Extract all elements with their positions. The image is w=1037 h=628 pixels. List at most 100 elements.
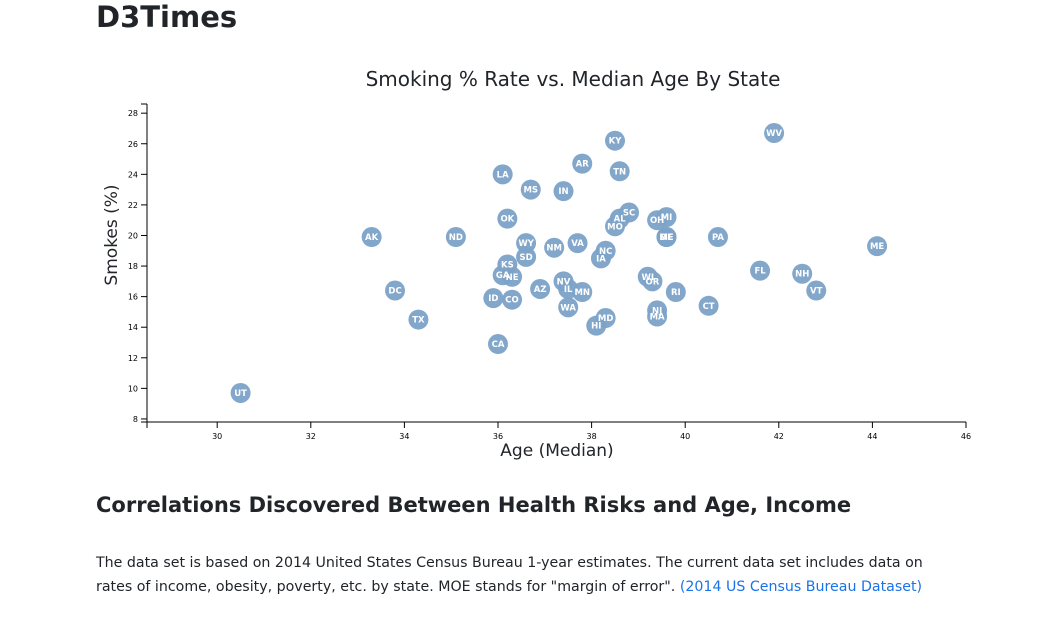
state-label: MI [661,213,673,223]
y-tick-label: 24 [128,170,138,179]
state-label: IL [564,285,573,295]
state-marker [647,306,668,327]
state-marker [806,280,827,301]
state-label: CA [492,340,505,350]
state-marker [530,278,551,299]
state-label: KY [609,137,623,147]
state-marker [361,227,382,248]
state-label: VA [571,239,584,249]
state-marker [605,130,625,151]
state-label: ID [488,294,498,304]
x-tick-label: 36 [493,432,503,441]
state-marker [572,282,593,303]
state-label: WI [641,273,654,283]
y-tick-label: 8 [133,415,138,424]
state-marker [520,179,541,200]
state-label: DC [388,287,401,297]
site-title: D3Times [96,0,238,34]
state-label: NC [599,247,612,257]
state-label: ME [659,233,673,243]
state-label: KS [501,261,514,271]
state-label: SD [519,253,532,263]
x-tick-label: 40 [680,432,690,441]
state-label: FL [754,267,766,277]
state-label: TX [412,316,425,326]
y-tick-label: 26 [128,140,138,149]
state-label: NE [506,273,519,283]
y-tick-label: 22 [128,201,138,210]
state-marker [516,233,537,254]
state-marker [558,297,579,318]
state-marker [656,207,677,228]
state-label: TN [613,167,626,177]
state-label: NM [546,244,562,254]
state-marker [488,334,508,355]
state-marker [502,266,523,287]
state-marker [764,123,785,144]
state-marker [642,271,663,292]
state-marker [445,227,466,248]
state-marker [656,227,677,248]
description-text: The data set is based on 2014 United Sta… [96,555,923,595]
state-label: UT [234,389,247,399]
state-marker [665,282,686,303]
state-label: MA [650,313,665,323]
state-marker [497,208,518,229]
state-label: NH [795,270,809,280]
state-marker [516,246,537,267]
x-tick-label: 30 [212,432,222,441]
state-label: ND [449,233,463,243]
state-marker [572,153,593,174]
y-tick-label: 12 [128,354,138,363]
y-axis-label: Smokes (%) [102,184,122,285]
state-label: CT [703,302,715,312]
state-marker [492,164,513,185]
state-label: MD [598,314,614,324]
y-tick-label: 16 [128,293,138,302]
state-label: MS [523,186,538,196]
state-label: HI [591,322,601,332]
state-label: WY [518,239,534,249]
x-tick-label: 42 [774,432,784,441]
state-marker [408,309,429,330]
state-label: NV [557,277,571,287]
scatter-chart: Smoking % Rate vs. Median Age By State 3… [102,67,971,461]
y-tick-label: 28 [128,109,138,118]
y-tick-label: 18 [128,262,138,271]
x-tick-label: 46 [961,432,971,441]
y-tick-label: 20 [128,231,138,240]
plot-area: 30 32 34 36 38 40 42 44 46 8 10 12 14 16 18 20 22 24 26 28 U… [128,103,971,441]
state-marker [619,202,640,223]
dataset-link[interactable]: (2014 US Census Bureau Dataset) [679,579,923,595]
state-label: IA [596,254,606,264]
description-paragraph: The data set is based on 2014 United Sta… [96,551,926,599]
x-tick-label: 44 [867,432,877,441]
x-tick-label: 32 [306,432,316,441]
state-marker [553,181,574,202]
y-tick-label: 14 [128,323,138,332]
state-label: ME [870,242,884,252]
state-label: LA [497,170,509,180]
state-marker [567,233,588,254]
section-heading: Correlations Discovered Between Health R… [96,493,852,517]
state-marker [483,288,504,309]
state-marker [544,237,565,258]
state-label: CO [505,296,518,306]
state-label: MO [607,222,623,232]
state-label: GA [496,271,510,281]
state-label: AL [614,215,627,225]
y-tick-label: 10 [128,384,138,393]
state-label: WA [560,303,576,313]
state-label: RI [671,288,681,298]
chart-title: Smoking % Rate vs. Median Age By State [366,67,781,91]
state-label: OK [500,215,514,225]
state-marker [595,240,616,261]
state-label: MN [574,288,590,298]
state-marker [595,308,616,329]
state-label: AR [576,160,590,170]
state-label: IN [558,187,568,197]
state-label: AK [365,233,379,243]
state-label: NJ [652,306,662,316]
state-marker [502,289,523,310]
state-marker [698,295,719,316]
